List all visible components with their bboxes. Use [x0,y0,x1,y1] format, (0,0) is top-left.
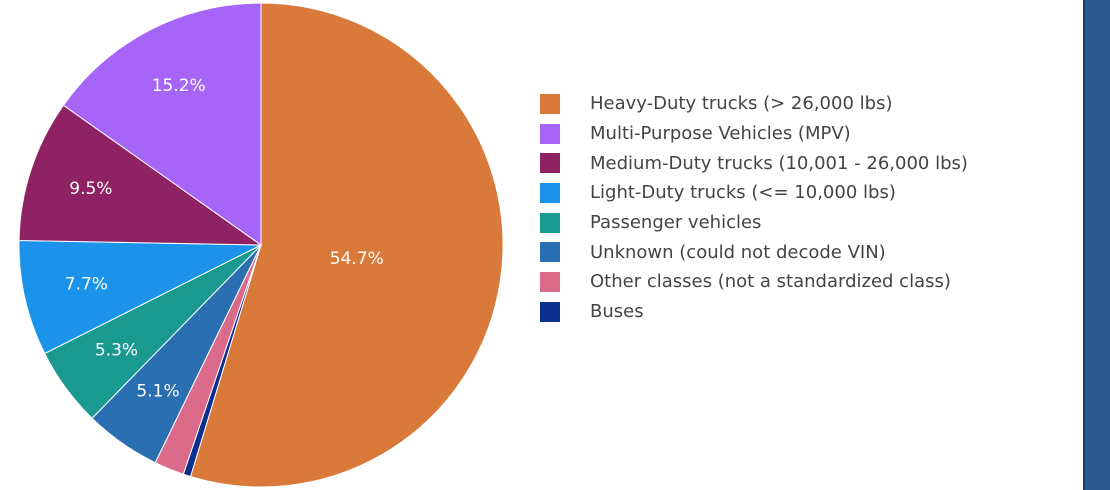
legend-label: Heavy-Duty trucks (> 26,000 lbs) [590,93,893,115]
chart-area: 54.7% 5.1% 5.3% 7.7% 9.5% 15.2% Heavy-Duty tr… [18,2,968,488]
legend: Heavy-Duty trucks (> 26,000 lbs) Multi-Pu… [540,89,968,327]
legend-swatch [540,93,560,114]
legend-label: Light-Duty trucks (<= 10,000 lbs) [590,182,896,204]
slice-label-light-duty-trucks-10-000-lbs: 7.7% [65,275,108,295]
legend-swatch [540,153,560,174]
slice-label-heavy-duty-trucks-26-000-lbs: 54.7% [330,249,384,269]
legend-label: Buses [590,301,644,323]
slice-label-multi-purpose-vehicles-mpv: 15.2% [152,76,206,96]
legend-label: Multi-Purpose Vehicles (MPV) [590,123,851,145]
legend-label: Medium-Duty trucks (10,001 - 26,000 lbs) [590,152,968,174]
legend-item-buses[interactable]: Buses [540,297,968,327]
pie-slice-medium-duty-trucks-10-001-26-000-lbs [18,104,263,246]
side-panel [1083,0,1110,490]
pie-chart: 54.7% 5.1% 5.3% 7.7% 9.5% 15.2% [18,2,504,488]
legend-label: Other classes (not a standardized class) [590,271,951,293]
slice-label-passenger-vehicles: 5.3% [95,341,138,361]
legend-label: Unknown (could not decode VIN) [590,241,886,263]
legend-swatch [540,182,560,203]
legend-swatch [540,212,560,233]
legend-item-other-classes-not-a-standardized-class[interactable]: Other classes (not a standardized class) [540,267,968,297]
slice-label-medium-duty-trucks-10-001-26-000-lbs: 9.5% [69,179,112,199]
legend-item-unknown-could-not-decode-vin[interactable]: Unknown (could not decode VIN) [540,237,968,267]
slice-label-unknown-could-not-decode-vin: 5.1% [136,382,179,402]
legend-item-light-duty-trucks-10-000-lbs[interactable]: Light-Duty trucks (<= 10,000 lbs) [540,178,968,208]
pie-slice-heavy-duty-trucks-26-000-lbs [189,2,504,488]
legend-item-medium-duty-trucks-10-001-26-000-lbs[interactable]: Medium-Duty trucks (10,001 - 26,000 lbs) [540,148,968,178]
legend-item-passenger-vehicles[interactable]: Passenger vehicles [540,208,968,238]
legend-swatch [540,301,560,322]
legend-label: Passenger vehicles [590,212,762,234]
legend-swatch [540,271,560,292]
pie-slice-multi-purpose-vehicles-mpv [62,2,262,246]
legend-swatch [540,242,560,263]
legend-item-multi-purpose-vehicles-mpv[interactable]: Multi-Purpose Vehicles (MPV) [540,119,968,149]
legend-item-heavy-duty-trucks-26-000-lbs[interactable]: Heavy-Duty trucks (> 26,000 lbs) [540,89,968,119]
pie-slice-light-duty-trucks-10-000-lbs [18,239,262,355]
legend-swatch [540,123,560,144]
